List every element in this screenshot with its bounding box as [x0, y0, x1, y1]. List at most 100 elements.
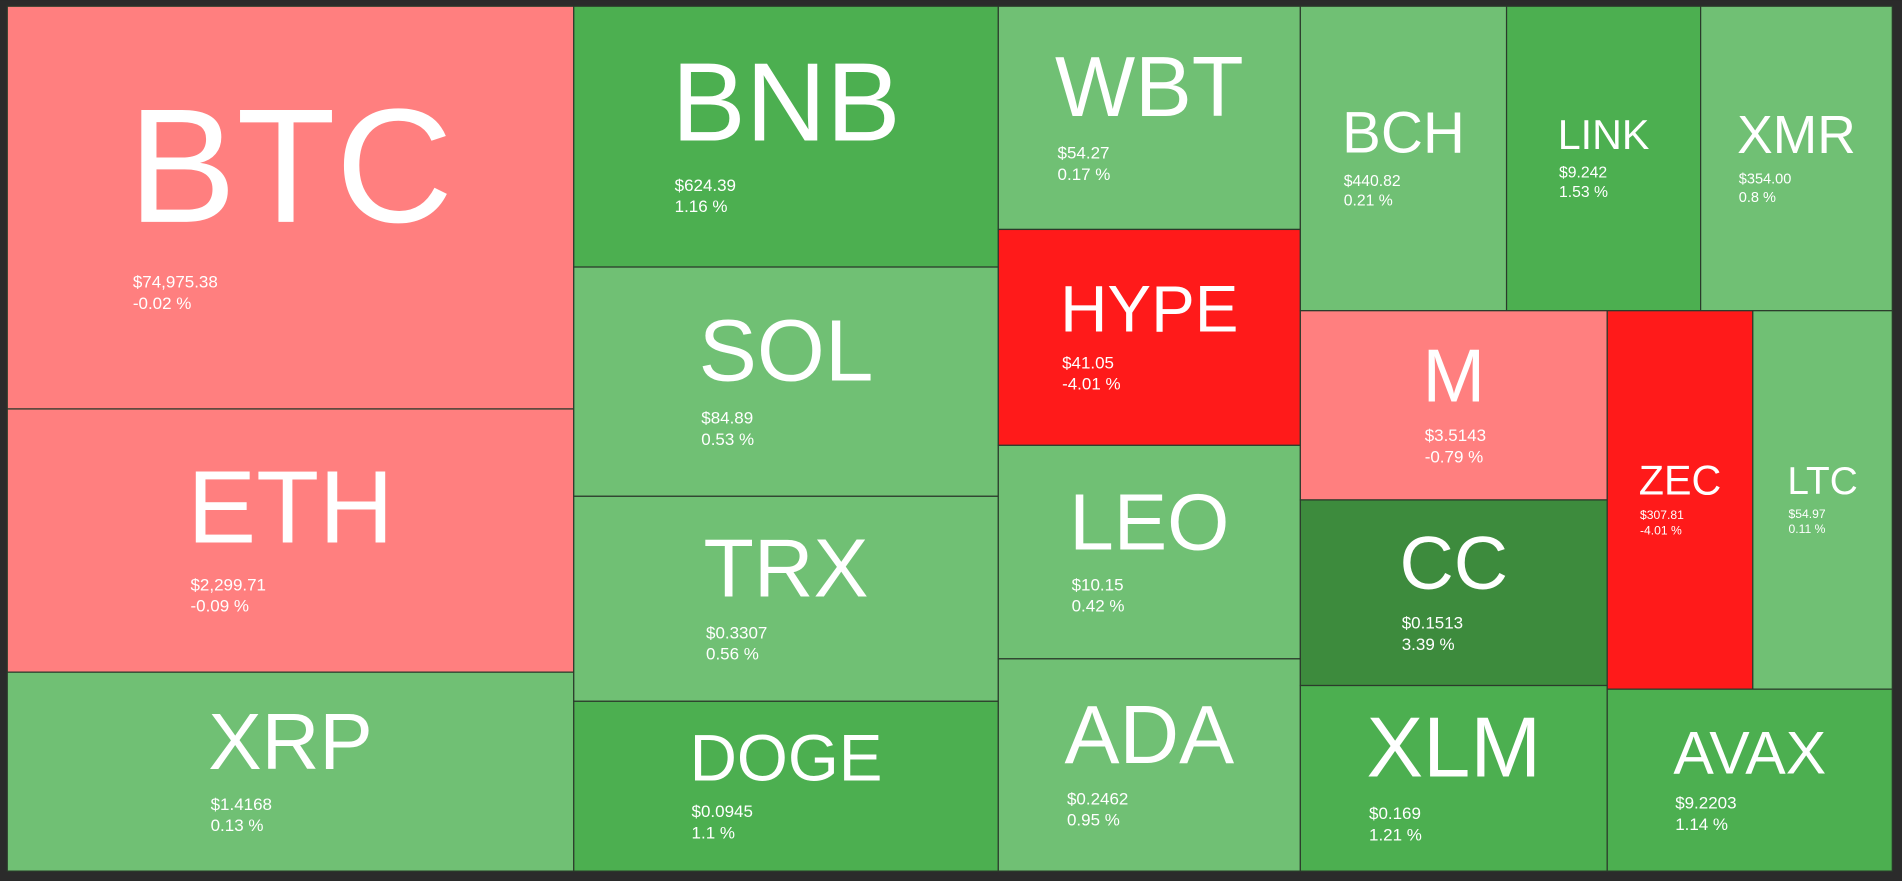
tile-symbol: HYPE: [1060, 273, 1238, 346]
tile-background: [573, 5, 999, 268]
tile-background: [573, 495, 999, 702]
tile[interactable]: XMR $354.00 0.8 %: [1700, 5, 1893, 312]
tile-background: [997, 5, 1301, 231]
tile-price: $0.169: [1369, 804, 1421, 823]
tile-background: [1505, 5, 1702, 312]
tile-change: -0.09 %: [191, 597, 249, 616]
tile-price: $10.15: [1072, 575, 1124, 594]
tile-symbol: BNB: [671, 39, 900, 164]
tile-symbol: M: [1422, 334, 1485, 418]
tile[interactable]: LEO $10.15 0.42 %: [997, 444, 1301, 660]
tile-change: 0.95 %: [1067, 811, 1120, 830]
tile-price: $624.39: [675, 176, 736, 195]
tile-price: $1.4168: [211, 795, 272, 814]
tile-change: 3.39 %: [1402, 635, 1455, 654]
tile[interactable]: TRX $0.3307 0.56 %: [573, 495, 999, 702]
tile-background: [1606, 310, 1754, 690]
tile[interactable]: XLM $0.169 1.21 %: [1299, 684, 1608, 872]
tile-price: $74,975.38: [133, 273, 218, 292]
tile[interactable]: AVAX $9.2203 1.14 %: [1606, 688, 1893, 872]
tile-price: $41.05: [1062, 353, 1114, 372]
tile-background: [1299, 5, 1508, 312]
tile-change: 0.42 %: [1072, 597, 1125, 616]
tile-symbol: AVAX: [1673, 718, 1826, 786]
tile-symbol: LTC: [1787, 460, 1857, 503]
tile-price: $9.2203: [1675, 794, 1736, 813]
tile-change: 0.17 %: [1058, 165, 1111, 184]
tile[interactable]: SOL $84.89 0.53 %: [573, 266, 999, 497]
tile[interactable]: ADA $0.2462 0.95 %: [997, 658, 1301, 872]
tile-change: 0.53 %: [701, 430, 754, 449]
tile[interactable]: BTC $74,975.38 -0.02 %: [6, 5, 575, 410]
tile[interactable]: ETH $2,299.71 -0.09 %: [6, 408, 575, 673]
tile-change: -4.01 %: [1062, 375, 1120, 394]
tile-change: -0.02 %: [133, 294, 191, 313]
tile-change: 0.56 %: [706, 645, 759, 664]
tile-background: [6, 671, 575, 872]
tile-symbol: XMR: [1737, 106, 1856, 165]
tile-background: [997, 658, 1301, 872]
tile-price: $54.97: [1789, 507, 1826, 521]
tile-symbol: ETH: [187, 450, 393, 565]
tile-background: [573, 700, 999, 872]
tile-symbol: ZEC: [1639, 458, 1721, 504]
tile-symbol: XRP: [208, 697, 373, 786]
tile-symbol: TRX: [704, 523, 869, 615]
tile-change: 1.1 %: [692, 823, 735, 842]
tile-symbol: LINK: [1558, 112, 1650, 158]
tile-symbol: SOL: [699, 301, 874, 399]
tile[interactable]: ZEC $307.81-4.01 %: [1606, 310, 1754, 690]
tile-symbol: WBT: [1055, 39, 1244, 134]
tile-price: $0.2462: [1067, 790, 1128, 809]
tile-background: [997, 444, 1301, 660]
tile[interactable]: XRP $1.4168 0.13 %: [6, 671, 575, 872]
tile[interactable]: BNB $624.39 1.16 %: [573, 5, 999, 268]
tile-background: [1299, 310, 1608, 501]
tile[interactable]: HYPE $41.05 -4.01 %: [997, 228, 1301, 446]
tile-background: [6, 5, 575, 410]
tile[interactable]: LINK $9.242 1.53 %: [1505, 5, 1702, 312]
tile-change: -4.01 %: [1640, 523, 1682, 537]
tile-change: 0.8 %: [1739, 190, 1776, 206]
tile-price: $0.3307: [706, 623, 767, 642]
tile-price: $307.81: [1640, 508, 1684, 522]
tile-price: $9.242: [1559, 164, 1607, 181]
tile[interactable]: LTC $54.970.11 %: [1752, 310, 1893, 690]
tile-change: 0.13 %: [211, 816, 264, 835]
tile[interactable]: CC $0.1513 3.39 %: [1299, 499, 1608, 687]
tile-background: [1700, 5, 1893, 312]
tile-price: $0.0945: [692, 802, 753, 821]
tile[interactable]: BCH $440.82 0.21 %: [1299, 5, 1508, 312]
tile-symbol: XLM: [1366, 700, 1541, 795]
tile-background: [1299, 499, 1608, 687]
tile[interactable]: M $3.5143 -0.79 %: [1299, 310, 1608, 501]
tile-change: 1.14 %: [1675, 815, 1728, 834]
tile-background: [1299, 684, 1608, 872]
tile-price: $54.27: [1058, 144, 1110, 163]
tile-symbol: ADA: [1065, 689, 1235, 781]
tile-price: $84.89: [701, 409, 753, 428]
tile[interactable]: DOGE $0.0945 1.1 %: [573, 700, 999, 872]
tile-symbol: CC: [1399, 521, 1508, 605]
tile-change: 1.21 %: [1369, 825, 1422, 844]
tile-change: 1.53 %: [1559, 184, 1608, 201]
tile-change: -0.79 %: [1425, 447, 1483, 466]
tile-change: 0.21 %: [1344, 193, 1393, 210]
tile-symbol: BCH: [1342, 101, 1465, 166]
tile-price: $2,299.71: [191, 576, 267, 595]
tile[interactable]: WBT $54.27 0.17 %: [997, 5, 1301, 231]
tile-symbol: DOGE: [690, 722, 883, 795]
tile-background: [1752, 310, 1893, 690]
tile-symbol: LEO: [1069, 477, 1229, 566]
tile-background: [6, 408, 575, 673]
tile-price: $3.5143: [1425, 426, 1486, 445]
tile-change: 0.11 %: [1789, 522, 1826, 536]
tile-symbol: BTC: [128, 76, 453, 257]
tile-price: $0.1513: [1402, 614, 1463, 633]
tile-background: [997, 228, 1301, 446]
tile-background: [1606, 688, 1893, 872]
tile-change: 1.16 %: [675, 197, 728, 216]
tile-price: $440.82: [1344, 173, 1401, 190]
